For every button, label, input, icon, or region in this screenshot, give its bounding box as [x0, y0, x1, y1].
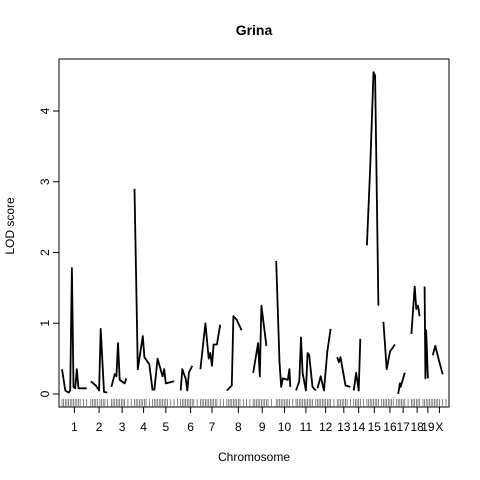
lod-curve-chr-16 — [382, 321, 396, 371]
chromosome-label: 13 — [337, 420, 351, 434]
x-axis-label: Chromosome — [218, 450, 290, 464]
lod-curve-chr-11 — [295, 336, 317, 392]
lod-curve-chr-1 — [61, 267, 87, 394]
lod-curve-chr-5 — [153, 357, 175, 391]
lod-curve-chr-19 — [423, 286, 429, 380]
chart-title: Grina — [236, 22, 273, 38]
y-axis-label: LOD score — [3, 197, 17, 255]
chromosome-label: 19 — [421, 420, 435, 434]
chromosome-label: 7 — [209, 420, 216, 434]
lod-curve-chr-12 — [316, 328, 332, 392]
chromosome-label: 11 — [300, 420, 313, 434]
marker-rug — [61, 399, 447, 407]
lod-curve-chr-17 — [397, 372, 406, 395]
chromosome-label: 5 — [162, 420, 169, 434]
chromosome-label: X — [435, 420, 443, 434]
y-tick-label: 4 — [38, 107, 52, 114]
lod-curve-chr-15 — [366, 71, 380, 306]
lod-curve-chr-4 — [133, 188, 154, 391]
chromosome-label: 8 — [235, 420, 242, 434]
chromosome-label: 4 — [140, 420, 147, 434]
lod-curve-chr-7 — [199, 322, 222, 370]
lod-curve-chr-9 — [252, 304, 268, 378]
lod-curve-chr-13 — [336, 356, 351, 388]
chromosome-label: 15 — [368, 420, 382, 434]
chromosome-label: 16 — [383, 420, 397, 434]
y-tick-label: 1 — [38, 320, 52, 327]
lod-curve-chr-18 — [410, 285, 421, 334]
chromosome-label: 10 — [278, 420, 292, 434]
chromosome-label: 14 — [352, 420, 366, 434]
lod-curve-chr-10 — [275, 260, 292, 388]
chromosome-label: 1 — [71, 420, 78, 434]
lod-curve-chr-3 — [110, 342, 128, 388]
chromosome-label: 18 — [410, 420, 424, 434]
lod-series — [61, 71, 444, 395]
lod-curve-chr-2 — [90, 327, 108, 394]
y-tick-label: 3 — [38, 178, 52, 185]
y-tick-label: 0 — [38, 390, 52, 397]
chromosome-label: 2 — [96, 420, 103, 434]
lod-curve-chr-6 — [179, 365, 194, 392]
chromosome-label: 9 — [259, 420, 266, 434]
plot-frame — [58, 58, 450, 408]
y-axis: 0 1 2 3 4 — [38, 107, 59, 397]
chromosome-label: 12 — [319, 420, 333, 434]
lod-curve-chr-X — [431, 344, 444, 375]
chromosome-label: 3 — [119, 420, 126, 434]
lod-curve-chr-8 — [226, 315, 243, 392]
chromosome-label: 6 — [187, 420, 194, 434]
y-tick-label: 2 — [38, 249, 52, 256]
lod-curve-chr-14 — [352, 338, 362, 392]
chromosome-label: 17 — [396, 420, 410, 434]
